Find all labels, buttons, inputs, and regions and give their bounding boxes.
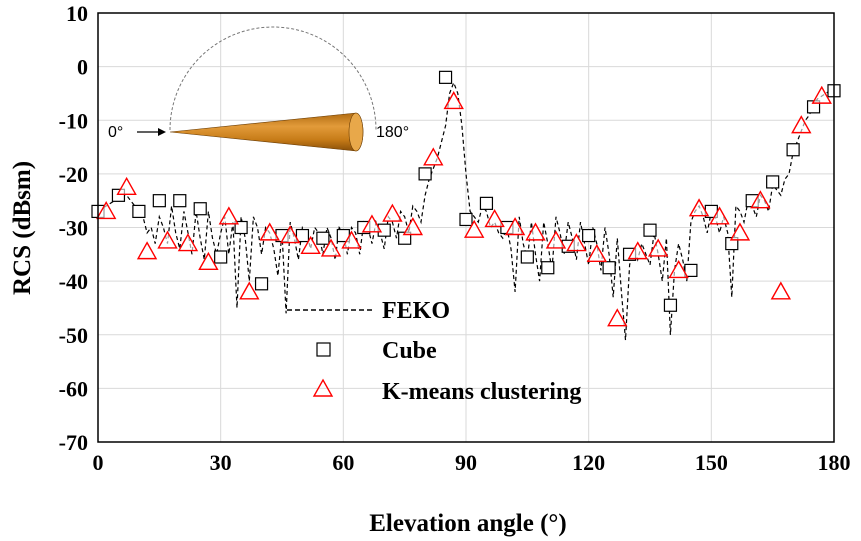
legend-kmeans-marker xyxy=(312,378,334,397)
kmeans-point xyxy=(300,235,321,254)
cube-point xyxy=(438,70,453,84)
cube-point xyxy=(295,228,310,243)
y-tick-label: 0 xyxy=(77,55,88,80)
y-tick-label: -60 xyxy=(59,376,88,401)
cube-point xyxy=(684,263,698,277)
kmeans-point xyxy=(177,233,199,252)
kmeans-point xyxy=(709,206,730,225)
x-axis-label: Elevation angle (°) xyxy=(369,510,567,537)
kmeans-point xyxy=(647,238,669,257)
kmeans-point xyxy=(566,233,587,252)
kmeans-point xyxy=(443,91,464,110)
kmeans-point xyxy=(402,217,424,236)
kmeans-point xyxy=(750,190,771,209)
y-axis-label: RCS (dBsm) xyxy=(9,161,36,295)
plot-frame xyxy=(97,12,835,443)
cube-point xyxy=(152,194,166,208)
x-tick-label: 0 xyxy=(93,450,104,475)
kmeans-point xyxy=(463,219,485,238)
cube-series xyxy=(91,70,841,312)
cube-point xyxy=(602,261,616,275)
kmeans-point xyxy=(259,222,280,241)
inset-label-end: 180° xyxy=(376,124,409,141)
kmeans-point xyxy=(136,241,158,260)
cube-point xyxy=(766,175,780,189)
kmeans-point xyxy=(198,251,219,271)
kmeans-point xyxy=(791,115,812,134)
kmeans-point xyxy=(320,238,342,257)
kmeans-point xyxy=(770,281,792,300)
kmeans-point xyxy=(279,225,301,244)
x-tick-label: 90 xyxy=(455,450,477,475)
legend: FEKO Cube K-means clustering xyxy=(287,298,581,405)
cube-point xyxy=(173,194,187,208)
cube-point xyxy=(316,231,330,245)
kmeans-point xyxy=(729,222,751,241)
cube-point xyxy=(786,143,800,157)
kmeans-point xyxy=(157,230,178,249)
y-tick-label: -70 xyxy=(59,430,88,455)
kmeans-point xyxy=(382,203,403,222)
cube-point xyxy=(418,167,432,181)
kmeans-point xyxy=(525,222,546,241)
arrow-head-icon xyxy=(158,128,166,136)
x-tick-label: 180 xyxy=(818,450,851,475)
kmeans-point xyxy=(116,176,137,195)
x-tick-label: 150 xyxy=(695,450,728,475)
y-tick-label: -40 xyxy=(59,269,88,294)
cube-point xyxy=(234,220,248,235)
cube-point xyxy=(214,250,228,264)
kmeans-point xyxy=(423,147,444,166)
kmeans-point xyxy=(668,259,689,279)
cone-base xyxy=(348,112,364,152)
kmeans-point xyxy=(607,308,628,327)
tick-labels: 0 30 60 90 120 150 180 10 0 -10 -20 -30 -40 -50 -60 -70 xyxy=(59,1,851,475)
kmeans-point xyxy=(95,200,117,220)
kmeans-point xyxy=(504,217,526,236)
y-tick-label: -30 xyxy=(59,216,88,241)
cube-point xyxy=(193,202,207,216)
kmeans-point xyxy=(627,241,648,260)
inset-cone-diagram: 0° 180° xyxy=(108,26,409,152)
kmeans-point xyxy=(484,209,505,228)
cube-point xyxy=(582,228,596,243)
legend-feko-label: FEKO xyxy=(382,298,450,324)
cube-point xyxy=(520,250,534,264)
kmeans-point xyxy=(811,85,832,104)
kmeans-point xyxy=(239,281,260,300)
inset-label-start: 0° xyxy=(108,124,123,141)
kmeans-point xyxy=(341,230,362,249)
kmeans-series xyxy=(95,85,832,327)
cone-shape xyxy=(169,112,364,152)
cube-point xyxy=(459,212,473,227)
kmeans-point xyxy=(218,206,240,225)
x-tick-label: 120 xyxy=(572,450,605,475)
kmeans-point xyxy=(586,243,608,263)
y-tick-label: -10 xyxy=(59,108,88,133)
legend-kmeans-label: K-means clustering xyxy=(382,379,581,405)
kmeans-point xyxy=(361,214,383,233)
grid-lines xyxy=(97,12,835,443)
cube-point xyxy=(643,223,657,237)
cube-point xyxy=(663,298,678,312)
legend-cube-marker xyxy=(316,342,331,357)
cube-point xyxy=(479,196,494,210)
cube-point xyxy=(541,261,555,275)
kmeans-point xyxy=(688,198,710,217)
legend-cube-label: Cube xyxy=(382,338,437,364)
cube-point xyxy=(132,204,146,219)
y-tick-label: 10 xyxy=(66,1,88,26)
cube-point xyxy=(254,277,269,291)
elevation-arc xyxy=(169,26,377,131)
y-tick-label: -50 xyxy=(59,323,88,348)
x-tick-label: 30 xyxy=(210,450,232,475)
y-tick-label: -20 xyxy=(59,162,88,187)
x-tick-label: 60 xyxy=(332,450,354,475)
kmeans-point xyxy=(545,230,567,249)
